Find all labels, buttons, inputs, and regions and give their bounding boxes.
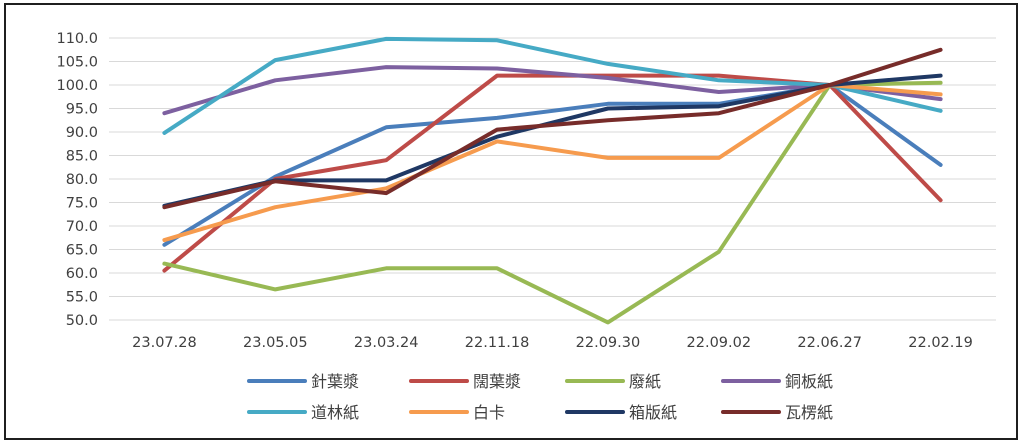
legend-item: 廢紙 — [565, 372, 661, 391]
x-axis-ticks: 23.07.28 23.05.05 23.03.24 22.11.18 22.09.30… — [132, 335, 973, 351]
legend-item: 道林紙 — [247, 403, 359, 422]
y-tick-label: 80.0 — [66, 172, 98, 188]
legend-item: 瓦楞紙 — [721, 403, 833, 422]
legend-item: 針葉漿 — [247, 372, 359, 391]
legend-item: 銅板紙 — [721, 372, 833, 391]
y-tick-label: 95.0 — [66, 102, 98, 118]
legend-item: 闊葉漿 — [409, 372, 521, 391]
y-tick-label: 50.0 — [66, 313, 98, 329]
legend-label: 銅板紙 — [785, 372, 833, 391]
legend-label: 針葉漿 — [311, 372, 359, 391]
line-chart: 50.0 55.0 60.0 65.0 70.0 75.0 80.0 85.0 90.0 95.0… — [56, 31, 996, 422]
y-tick-label: 60.0 — [66, 266, 98, 282]
legend-item: 白卡 — [409, 403, 505, 422]
chart-frame: 50.0 55.0 60.0 65.0 70.0 75.0 80.0 85.0 90.0 95.0… — [4, 3, 1018, 440]
legend-label: 瓦楞紙 — [785, 403, 833, 422]
y-tick-label: 85.0 — [66, 149, 98, 165]
y-tick-label: 55.0 — [66, 290, 98, 306]
series-line-3 — [162, 80, 943, 325]
y-tick-label: 105.0 — [56, 55, 98, 71]
x-tick-label: 22.02.19 — [908, 335, 973, 351]
x-tick-label: 22.06.27 — [797, 335, 862, 351]
legend-label: 箱版紙 — [629, 403, 677, 422]
x-tick-label: 23.03.24 — [354, 335, 419, 351]
series-line-8 — [162, 47, 943, 210]
x-tick-label: 23.05.05 — [243, 335, 308, 351]
legend-label: 道林紙 — [311, 403, 359, 422]
legend-label: 闊葉漿 — [473, 372, 521, 391]
legend-label: 廢紙 — [629, 372, 661, 391]
x-tick-label: 22.11.18 — [465, 335, 530, 351]
x-tick-label: 22.09.30 — [576, 335, 641, 351]
legend-label: 白卡 — [473, 403, 505, 422]
y-tick-label: 75.0 — [66, 196, 98, 212]
x-tick-label: 23.07.28 — [132, 335, 197, 351]
y-tick-label: 70.0 — [66, 219, 98, 235]
y-tick-label: 110.0 — [56, 31, 98, 47]
y-axis-ticks: 50.0 55.0 60.0 65.0 70.0 75.0 80.0 85.0 90.0 95.0… — [56, 31, 98, 329]
y-tick-label: 100.0 — [56, 78, 98, 94]
y-tick-label: 65.0 — [66, 243, 98, 259]
series-line-5 — [162, 36, 943, 135]
y-tick-label: 90.0 — [66, 125, 98, 141]
x-tick-label: 22.09.02 — [687, 335, 752, 351]
series-lines — [162, 36, 943, 325]
series-line-6 — [162, 83, 943, 243]
legend-item: 箱版紙 — [565, 403, 677, 422]
